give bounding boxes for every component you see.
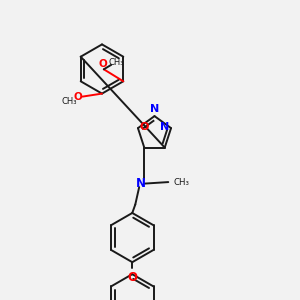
Text: O: O	[140, 122, 149, 132]
Text: N: N	[160, 122, 169, 132]
Text: CH₃: CH₃	[61, 98, 77, 106]
Text: O: O	[127, 271, 137, 284]
Text: CH₃: CH₃	[109, 58, 124, 67]
Text: CH₃: CH₃	[174, 178, 190, 187]
Text: O: O	[99, 59, 108, 69]
Text: N: N	[136, 177, 146, 190]
Text: N: N	[150, 104, 159, 115]
Text: O: O	[73, 92, 82, 102]
